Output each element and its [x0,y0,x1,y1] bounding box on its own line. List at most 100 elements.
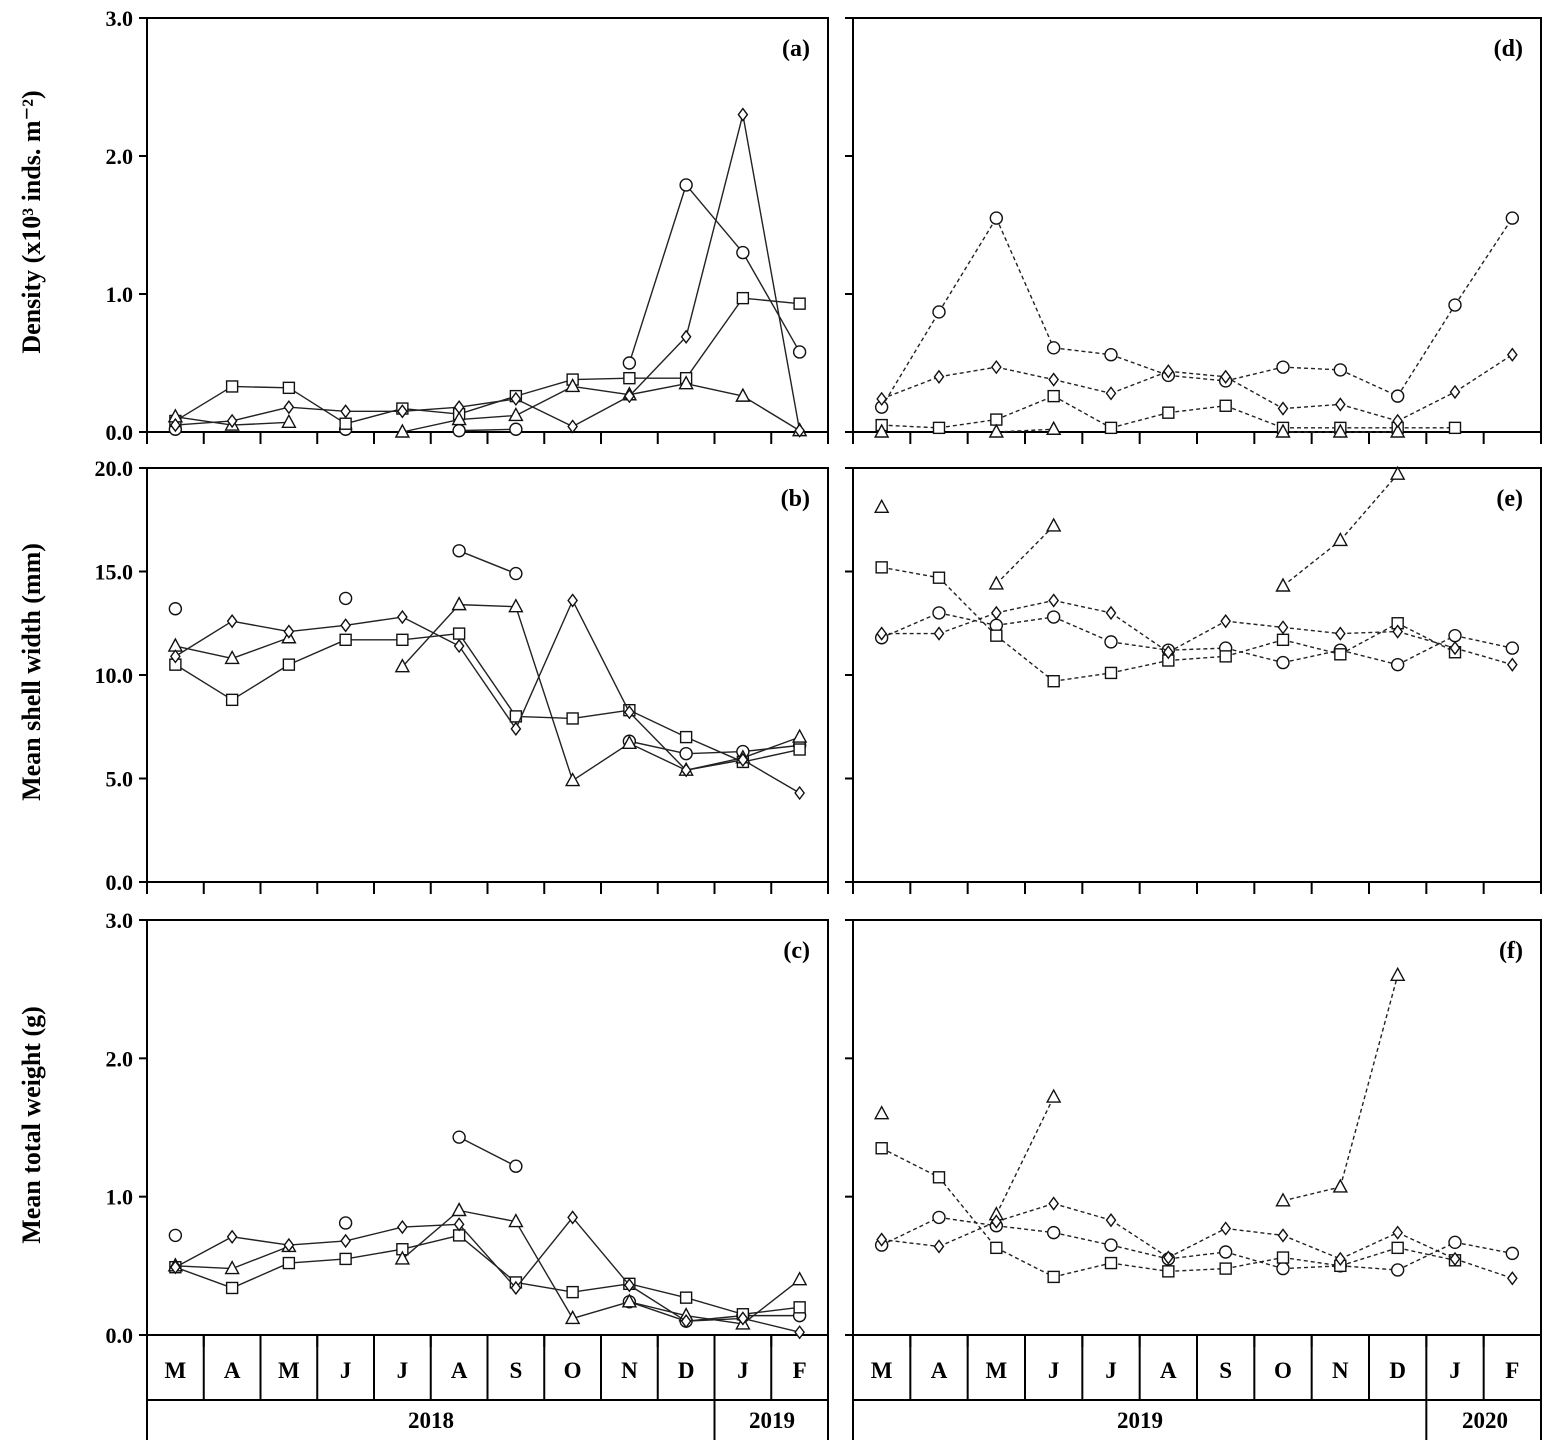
data-point-triangle [735,387,751,402]
y-tick-label: 2.0 [106,1046,134,1071]
month-label: A [931,1358,948,1383]
month-label: F [793,1358,807,1383]
data-point-diamond [1334,626,1346,641]
series-line-segment [629,1301,687,1322]
panel-frame [146,919,829,1336]
data-point-square [339,417,352,430]
series-line-segment [1282,1256,1341,1267]
series-line-segment [1397,622,1456,653]
data-point-circle [168,1228,183,1243]
series-line-segment [685,297,744,379]
series-line-segment [1282,1265,1341,1270]
data-point-diamond [453,399,465,415]
series-line-segment [1282,1234,1341,1260]
series-line-segment [629,742,687,771]
series-triangle [873,465,1406,592]
series-line-segment [1454,354,1513,393]
y-tick-label: 3.0 [106,6,134,31]
data-point-square [875,1142,888,1155]
series-line-segment [938,612,997,627]
series-line-segment [1340,1231,1398,1260]
data-point-diamond [1392,413,1404,429]
series-square [169,1229,806,1321]
data-point-diamond [1506,657,1518,672]
data-point-diamond [567,593,578,608]
series-line-segment [515,1216,574,1289]
series-triangle [873,420,1406,438]
series-square [875,389,1462,435]
month-label: A [451,1358,468,1383]
series-line-segment [881,1238,940,1248]
data-point-circle [1390,657,1405,672]
series-line-segment [629,740,687,755]
month-label: F [1505,1358,1519,1383]
series-line-segment [175,1265,233,1270]
data-point-diamond [933,626,945,641]
data-point-square [793,743,806,756]
data-point-diamond [340,618,351,633]
series-line-segment [175,1236,233,1268]
data-point-triangle [1332,423,1349,438]
series-line-segment [1282,366,1341,371]
series-line-segment [1282,649,1341,664]
series-line-segment [572,395,630,428]
series-line-segment [685,1296,744,1315]
series-line-segment [458,550,517,575]
y-tick-label: 0.0 [106,420,134,445]
series-line-segment [1110,659,1169,674]
series-line-segment [996,428,1054,433]
series-line-segment [515,606,574,781]
data-point-triangle [873,423,890,438]
data-point-square [282,381,296,395]
data-point-circle [1333,363,1348,377]
series-line-segment [629,1283,687,1299]
series-line-segment [1110,1244,1169,1260]
series-line-segment [742,114,801,431]
data-point-circle [1505,211,1520,225]
series-line-segment [288,1240,346,1246]
series-line-segment [175,664,233,701]
data-point-triangle [873,1105,890,1120]
series-line-segment [1340,649,1398,666]
panel-label: (e) [1496,486,1523,512]
data-point-diamond [226,413,238,429]
series-line-segment [685,184,744,254]
data-point-diamond [1048,593,1060,608]
data-point-circle [1104,1238,1118,1252]
series-line-segment [515,385,573,417]
series-line-segment [1053,1262,1112,1278]
series-triangle [873,966,1406,1221]
panel-c: 0.0 1.0 2.0 3.0 (c) [106,908,829,1348]
month-label: A [1160,1358,1177,1383]
series-line-segment [742,744,800,753]
data-point-square [339,1252,352,1266]
series-line-segment [628,336,687,397]
month-label: O [564,1358,582,1383]
data-point-circle [622,356,637,370]
series-line-segment [288,387,346,425]
y-tick-label: 1.0 [106,282,134,307]
series-line-segment [938,577,997,637]
series-line-segment [881,424,940,429]
year-label-right-2020: 2020 [1462,1408,1508,1433]
month-label: J [397,1358,409,1383]
series-line-segment [402,1234,460,1250]
series-line-segment [629,383,687,396]
series-line-segment [1168,405,1226,414]
data-point-triangle [621,1293,638,1308]
month-label: D [678,1358,695,1383]
series-line-segment [231,1262,290,1289]
series-line-segment [1225,405,1284,429]
series-line-segment [1053,1231,1112,1246]
data-point-square [990,629,1003,642]
data-point-diamond [794,785,805,801]
series-line-segment [572,1301,630,1320]
data-point-diamond [226,1229,238,1244]
data-point-circle [1218,1245,1233,1259]
series-line-segment [938,612,997,635]
series-line-segment [231,1245,290,1270]
month-label: M [165,1358,187,1383]
series-line-segment [1340,1247,1398,1267]
data-point-circle [1276,655,1290,670]
